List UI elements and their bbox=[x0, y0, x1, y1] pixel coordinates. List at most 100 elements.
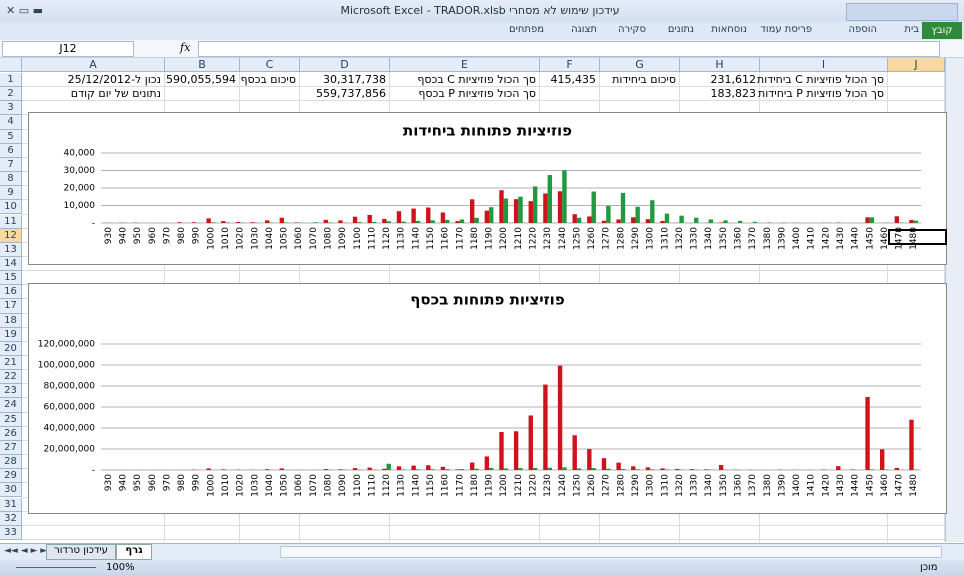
bar bbox=[401, 221, 406, 223]
x-tick-label: 940 bbox=[118, 227, 128, 244]
x-tick-label: 950 bbox=[133, 474, 143, 491]
x-tick-label: 1160 bbox=[441, 227, 451, 250]
x-tick-label: 1190 bbox=[485, 474, 495, 497]
ribbon-tab[interactable]: קובץ bbox=[922, 22, 962, 39]
x-tick-label: 1110 bbox=[367, 227, 377, 250]
row-line bbox=[22, 86, 945, 88]
bar bbox=[401, 469, 406, 470]
bar bbox=[606, 468, 611, 470]
chart-svg: פוזיציות פתוחות ביחידות - 10,000 20,000 30,0… bbox=[64, 122, 921, 250]
x-tick-label: 960 bbox=[148, 474, 158, 491]
bar bbox=[528, 415, 533, 470]
bar bbox=[430, 220, 435, 223]
x-tick-label: 1040 bbox=[265, 227, 275, 250]
ribbon-tab[interactable]: בית bbox=[904, 24, 919, 35]
row-header: 4 bbox=[0, 115, 22, 130]
x-tick-label: 950 bbox=[133, 227, 143, 244]
row-header: 15 bbox=[0, 271, 22, 286]
bar bbox=[557, 191, 563, 223]
ribbon-tab[interactable]: מפתחים bbox=[508, 24, 544, 35]
bar bbox=[532, 186, 538, 223]
x-tick-label: 1350 bbox=[719, 474, 729, 497]
bar bbox=[206, 218, 211, 223]
bar bbox=[601, 220, 607, 223]
bar bbox=[635, 469, 640, 470]
cell: סיכום ביחידות bbox=[612, 73, 676, 86]
x-tick-label: 1230 bbox=[543, 227, 553, 250]
x-tick-label: 1120 bbox=[382, 227, 392, 250]
row-header: 17 bbox=[0, 299, 22, 314]
bar bbox=[704, 469, 709, 470]
bar bbox=[250, 222, 255, 223]
fx-button[interactable]: fx bbox=[180, 41, 191, 54]
formula-input[interactable] bbox=[198, 41, 940, 57]
status-text: מוכן bbox=[920, 562, 938, 573]
bar bbox=[869, 217, 875, 223]
bar bbox=[352, 468, 358, 470]
vertical-scrollbar[interactable] bbox=[945, 58, 964, 542]
x-tick-label: 1300 bbox=[646, 474, 656, 497]
x-tick-label: 1260 bbox=[587, 474, 597, 497]
row-header: 12 bbox=[0, 228, 22, 243]
ribbon-tab[interactable]: נתונים bbox=[667, 24, 694, 35]
chart-money[interactable]: פוזיציות פתוחות בכסף - 20,000,000 40,000,00… bbox=[28, 283, 947, 514]
bar bbox=[484, 456, 490, 470]
x-tick-label: 1180 bbox=[470, 227, 480, 250]
x-tick-label: 1250 bbox=[572, 227, 582, 250]
ribbon-tab[interactable]: פריסת עמוד bbox=[760, 24, 812, 35]
x-tick-label: 1200 bbox=[499, 474, 509, 497]
horizontal-scrollbar[interactable] bbox=[280, 546, 942, 558]
cell: 231,612 bbox=[710, 73, 757, 86]
bar bbox=[474, 468, 479, 470]
x-tick-label: 1020 bbox=[236, 227, 246, 250]
name-box[interactable]: J12 bbox=[2, 41, 134, 57]
x-tick-label: 1070 bbox=[309, 474, 319, 497]
bar bbox=[869, 469, 875, 470]
x-tick-label: 1150 bbox=[426, 474, 436, 497]
x-tick-label: 1340 bbox=[704, 474, 714, 497]
bar bbox=[679, 215, 684, 223]
column-header: G bbox=[600, 58, 680, 72]
bar bbox=[455, 469, 460, 470]
zoom-slider[interactable] bbox=[16, 567, 96, 568]
row-header: 23 bbox=[0, 384, 22, 399]
bar bbox=[191, 222, 197, 223]
ribbon-tab[interactable]: נוסחאות bbox=[711, 24, 747, 35]
status-bar: 100% מוכן bbox=[0, 560, 964, 576]
y-tick-label: 20,000,000 bbox=[43, 445, 95, 455]
bar bbox=[210, 222, 216, 223]
bar bbox=[591, 191, 596, 223]
bar bbox=[284, 222, 289, 223]
ribbon-tab[interactable]: הוספה bbox=[848, 24, 877, 35]
x-tick-label: 1310 bbox=[660, 474, 670, 497]
bar bbox=[357, 222, 362, 223]
bar bbox=[499, 432, 504, 470]
x-tick-label: 1270 bbox=[602, 474, 612, 497]
bar bbox=[675, 468, 680, 470]
bar bbox=[470, 199, 475, 223]
tab-scroll[interactable]: ◄◄ ◄ ► ►► bbox=[4, 546, 55, 556]
ribbon-tab[interactable]: סקירה bbox=[618, 24, 646, 35]
bar bbox=[909, 219, 914, 223]
bar bbox=[913, 220, 919, 223]
bar bbox=[894, 467, 900, 470]
cell: נכון ל-25/12/2012 bbox=[67, 73, 161, 86]
bar bbox=[620, 469, 626, 470]
row-header: 10 bbox=[0, 200, 22, 215]
window-controls[interactable]: ✕ ▭ ▬ bbox=[6, 4, 43, 17]
ribbon-tab[interactable]: תצוגה bbox=[571, 24, 597, 35]
bar bbox=[865, 396, 870, 470]
x-tick-label: 1040 bbox=[265, 474, 275, 497]
x-tick-label: 940 bbox=[118, 474, 128, 491]
bar bbox=[591, 468, 596, 470]
chart-units[interactable]: פוזיציות פתוחות ביחידות - 10,000 20,000 30,0… bbox=[28, 112, 947, 265]
sheet-tab-active[interactable]: גרף bbox=[116, 544, 152, 560]
sheet-tab[interactable]: עידכון טרדור bbox=[46, 544, 116, 560]
bar bbox=[723, 220, 728, 223]
quick-access[interactable] bbox=[846, 3, 958, 21]
bar bbox=[664, 213, 670, 223]
x-tick-label: 1440 bbox=[851, 227, 861, 250]
column-header: I bbox=[760, 58, 888, 72]
x-tick-label: 1060 bbox=[294, 227, 304, 250]
bar bbox=[474, 217, 479, 223]
